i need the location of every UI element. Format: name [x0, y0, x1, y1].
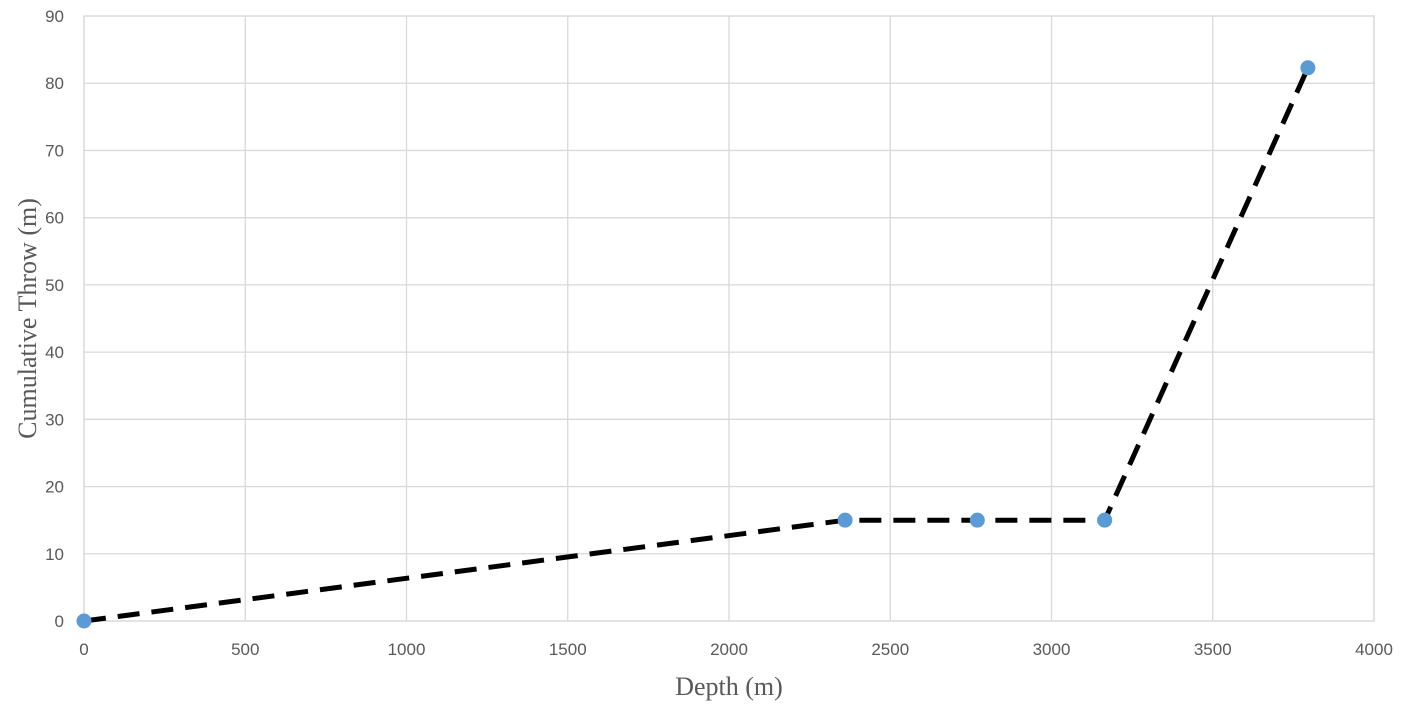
y-tick-label: 10: [45, 545, 64, 564]
data-points: [76, 60, 1316, 629]
x-tick-label: 1500: [549, 640, 587, 659]
x-axis-title: Depth (m): [675, 672, 783, 701]
x-tick-labels: 0 500 1000 1500 2000 2500 3000 3500 4000: [79, 640, 1393, 659]
y-tick-label: 20: [45, 478, 64, 497]
x-tick-label: 1000: [388, 640, 426, 659]
x-tick-label: 4000: [1355, 640, 1393, 659]
x-tick-label: 2500: [871, 640, 909, 659]
y-tick-label: 30: [45, 410, 64, 429]
x-tick-label: 0: [79, 640, 88, 659]
y-tick-labels: 0 10 20 30 40 50 60 70 80 90: [45, 7, 64, 631]
data-point: [1097, 512, 1113, 528]
y-tick-label: 50: [45, 276, 64, 295]
data-point: [837, 512, 853, 528]
y-tick-label: 60: [45, 209, 64, 228]
gridlines: [83, 15, 1375, 622]
data-point: [1300, 60, 1316, 76]
data-point: [969, 512, 985, 528]
y-tick-label: 0: [55, 612, 64, 631]
x-tick-label: 500: [231, 640, 259, 659]
x-tick-label: 2000: [710, 640, 748, 659]
x-tick-label: 3500: [1194, 640, 1232, 659]
y-tick-label: 90: [45, 7, 64, 26]
data-point: [76, 613, 92, 629]
y-tick-label: 40: [45, 343, 64, 362]
x-tick-label: 3000: [1033, 640, 1071, 659]
y-tick-label: 80: [45, 74, 64, 93]
y-axis-title: Cumulative Throw (m): [13, 198, 42, 439]
y-tick-label: 70: [45, 141, 64, 160]
plot-area: [83, 15, 1375, 622]
